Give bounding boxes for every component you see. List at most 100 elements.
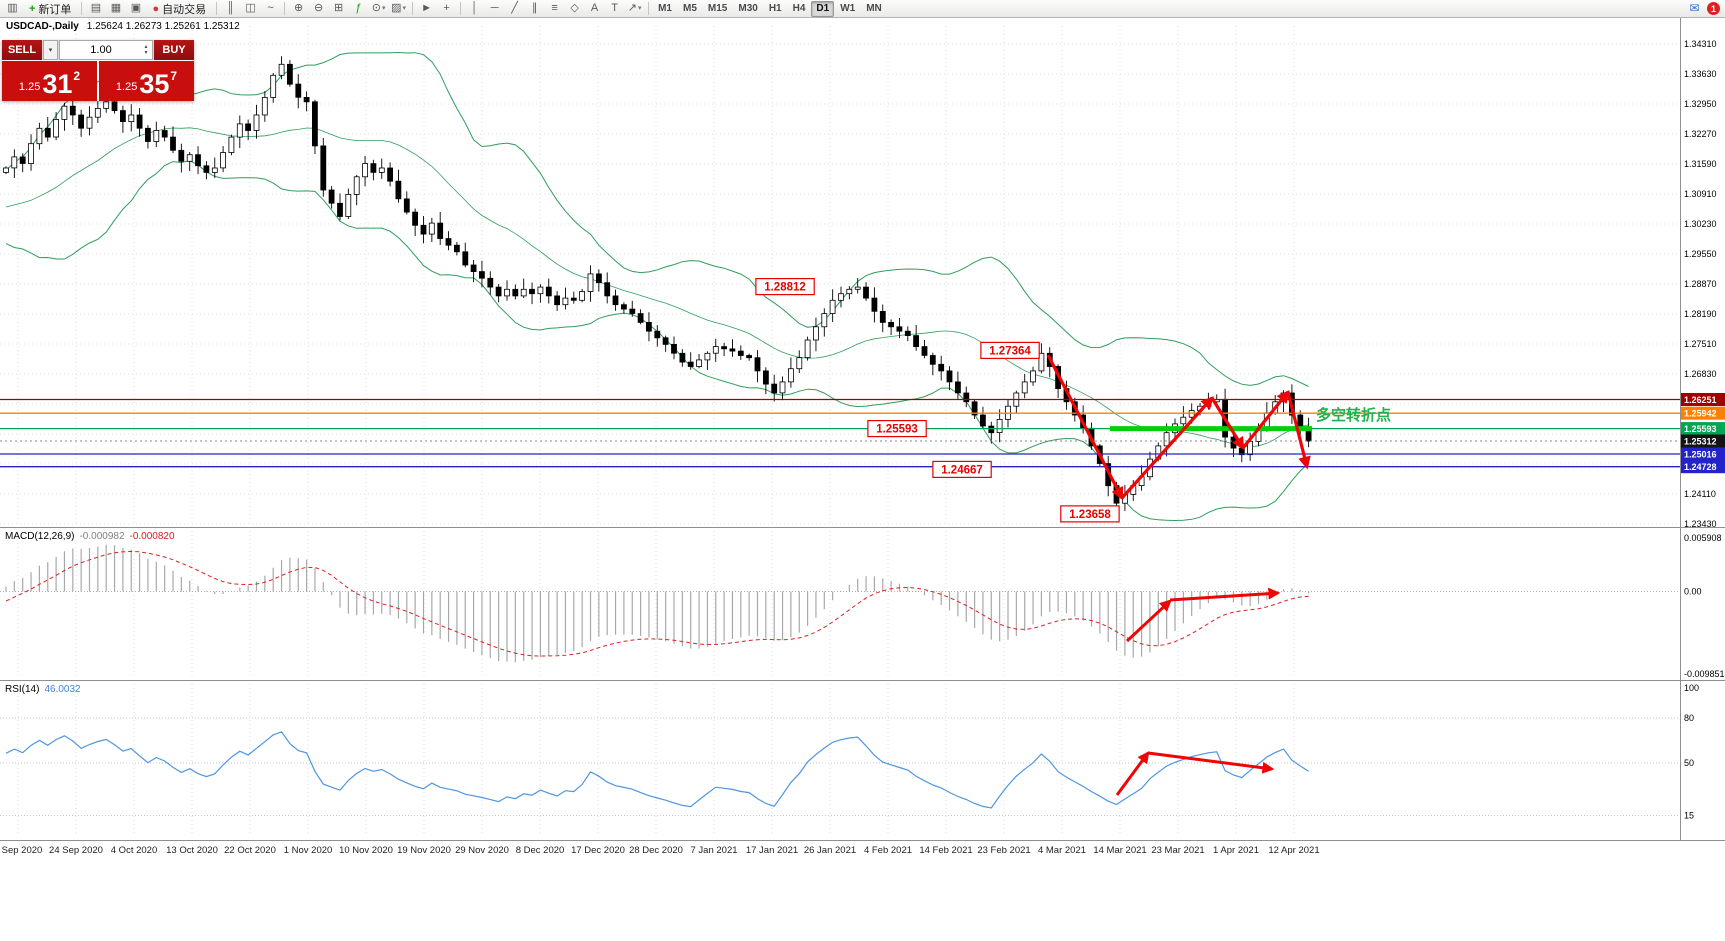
templates-icon[interactable]: ▨ ▾ <box>391 2 407 14</box>
svg-text:1.30230: 1.30230 <box>1684 219 1717 229</box>
fibonacci-icon[interactable]: ≡ <box>551 2 558 14</box>
time-axis-label: 17 Jan 2021 <box>745 845 799 856</box>
macd-chart[interactable]: 0.005908 0.00 -0.009851 <box>0 527 1725 680</box>
macd-signal-value: -0.000820 <box>129 531 175 542</box>
chevron-down-icon: ▾ <box>402 5 407 12</box>
time-axis-label: 28 Dec 2020 <box>629 845 683 856</box>
svg-text:1.26830: 1.26830 <box>1684 369 1717 379</box>
ask-pipette: 7 <box>170 69 178 83</box>
svg-text:1.25593: 1.25593 <box>876 424 918 436</box>
macd-name: MACD(12,26,9) <box>5 531 75 542</box>
timeframe-h4-button[interactable]: H4 <box>792 2 806 14</box>
time-axis-label: 7 Jan 2021 <box>690 845 738 856</box>
time-axis-label: 4 Mar 2021 <box>1037 845 1087 856</box>
svg-text:0.005908: 0.005908 <box>1684 533 1722 543</box>
timeframe-m30-button[interactable]: M30 <box>738 2 758 14</box>
vertical-line-icon[interactable]: │ <box>471 2 479 14</box>
new-order-button[interactable]: + 新订单 <box>23 0 77 17</box>
arrows-icon[interactable]: ↗ ▾ <box>627 2 642 14</box>
time-axis-label: 10 Nov 2020 <box>339 845 393 856</box>
horizontal-line-icon[interactable]: ─ <box>490 2 499 14</box>
community-icon[interactable]: ✉ <box>1689 1 1700 15</box>
toolbar-separator <box>648 2 650 15</box>
toolbar-separator <box>412 2 414 15</box>
new-chart-icon[interactable]: ▥ <box>7 2 18 14</box>
svg-text:1.25593: 1.25593 <box>1684 424 1717 434</box>
indicators-icon[interactable]: ƒ <box>355 2 362 14</box>
timeframe-w1-button[interactable]: W1 <box>840 2 856 14</box>
time-axis-label: 14 Mar 2021 <box>1093 845 1147 856</box>
data-window-icon[interactable]: ▦ <box>110 2 122 14</box>
time-axis[interactable]: 8 Sep 2020 24 Sep 2020 4 Oct 2020 13 Oct 20… <box>0 840 1725 863</box>
volume-spinner: ▴ ▾ <box>141 41 151 59</box>
equidistant-channel-icon[interactable]: ∥ <box>531 2 538 14</box>
toolbar-separator <box>460 2 462 15</box>
ask-prefix: 1.25 <box>115 81 138 93</box>
timeframe-m15-button[interactable]: M15 <box>707 2 728 14</box>
cursor-icon[interactable]: ► <box>421 2 433 14</box>
volume-dropdown[interactable]: ▾ <box>43 40 58 60</box>
time-axis-label: 1 Nov 2020 <box>283 845 333 856</box>
timeframe-m1-button[interactable]: M1 <box>658 2 672 14</box>
sell-button[interactable]: SELL <box>2 40 42 60</box>
time-axis-label: 12 Apr 2021 <box>1268 845 1320 856</box>
trendline-icon[interactable]: ╱ <box>511 2 518 14</box>
sell-price-panel[interactable]: 1.25 31 2 <box>2 61 97 101</box>
line-chart-icon[interactable]: ~ <box>267 2 274 14</box>
svg-text:多空转折点: 多空转折点 <box>1316 406 1391 424</box>
text-icon[interactable]: A <box>590 2 599 14</box>
price-chart[interactable]: 1.28812 1.27364 1.25593 1.24667 1.23658 多空转折点… <box>0 18 1725 527</box>
svg-text:1.30910: 1.30910 <box>1684 189 1717 199</box>
periods-icon[interactable]: ⊙ ▾ <box>371 2 386 14</box>
timeframe-mn-button[interactable]: MN <box>866 2 882 14</box>
timeframe-h1-button[interactable]: H1 <box>768 2 782 14</box>
navigator-icon[interactable]: ▣ <box>130 2 142 14</box>
chevron-down-icon: ▾ <box>381 5 386 12</box>
new-order-button-label: 新订单 <box>38 3 72 16</box>
notifications-badge[interactable]: 1 <box>1707 2 1720 15</box>
bid-prefix: 1.25 <box>18 81 41 93</box>
rsi-chart[interactable]: 100 80 50 15 <box>0 680 1725 840</box>
market-watch-icon[interactable]: ▤ <box>90 2 102 14</box>
rsi-indicator-panel[interactable]: 100 80 50 15 <box>0 680 1725 840</box>
svg-text:80: 80 <box>1684 713 1694 723</box>
macd-indicator-panel[interactable]: 0.005908 0.00 -0.009851 <box>0 527 1725 680</box>
buy-button[interactable]: BUY <box>154 40 194 60</box>
spinner-up-icon[interactable]: ▴ <box>144 44 148 50</box>
chevron-down-icon: ▾ <box>48 47 53 54</box>
chart-title-symbol: USDCAD-,Daily <box>6 21 79 32</box>
timeframe-m5-button[interactable]: M5 <box>683 2 697 14</box>
svg-text:1.27510: 1.27510 <box>1684 339 1717 349</box>
time-axis-label: 8 Sep 2020 <box>0 845 43 856</box>
tile-windows-icon[interactable]: ⊞ <box>333 2 344 14</box>
volume-input[interactable] <box>60 41 152 59</box>
time-axis-label: 4 Oct 2020 <box>110 845 158 856</box>
ask-big-figure: 35 <box>139 69 170 99</box>
time-axis-label: 23 Mar 2021 <box>1151 845 1205 856</box>
buy-price-panel[interactable]: 1.25 35 7 <box>99 61 194 101</box>
zoom-out-icon[interactable]: ⊖ <box>313 2 324 14</box>
svg-text:1.27364: 1.27364 <box>989 345 1031 357</box>
autotrading-button[interactable]: ● 自动交易 <box>146 0 212 17</box>
svg-text:-0.009851: -0.009851 <box>1684 669 1725 679</box>
svg-text:1.23658: 1.23658 <box>1069 509 1111 521</box>
candlestick-chart-icon[interactable]: ◫ <box>245 2 256 14</box>
trade-widget-controls: SELL ▾ ▴ ▾ BUY <box>2 40 194 60</box>
price-chart-panel[interactable]: 1.28812 1.27364 1.25593 1.24667 1.23658 多空转折点… <box>0 18 1725 527</box>
bar-chart-icon[interactable]: ║ <box>226 2 235 14</box>
timeframe-d1-button[interactable]: D1 <box>811 0 835 17</box>
time-axis-label: 22 Oct 2020 <box>224 845 276 856</box>
text-label-icon[interactable]: T <box>611 2 618 14</box>
one-click-trading-widget: SELL ▾ ▴ ▾ BUY 1.25 31 2 1.25 35 7 <box>2 40 194 101</box>
time-axis-label: 26 Jan 2021 <box>803 845 857 856</box>
svg-text:1.34310: 1.34310 <box>1684 39 1717 49</box>
svg-text:15: 15 <box>1684 811 1694 821</box>
shapes-icon[interactable]: ◇ <box>570 2 579 14</box>
time-axis-label: 4 Feb 2021 <box>863 845 913 856</box>
time-axis-label: 13 Oct 2020 <box>166 845 218 856</box>
crosshair-icon[interactable]: + <box>443 2 450 14</box>
spinner-down-icon[interactable]: ▾ <box>144 50 148 56</box>
svg-text:100: 100 <box>1684 683 1699 693</box>
zoom-in-icon[interactable]: ⊕ <box>293 2 304 14</box>
svg-text:1.25312: 1.25312 <box>1684 436 1717 446</box>
